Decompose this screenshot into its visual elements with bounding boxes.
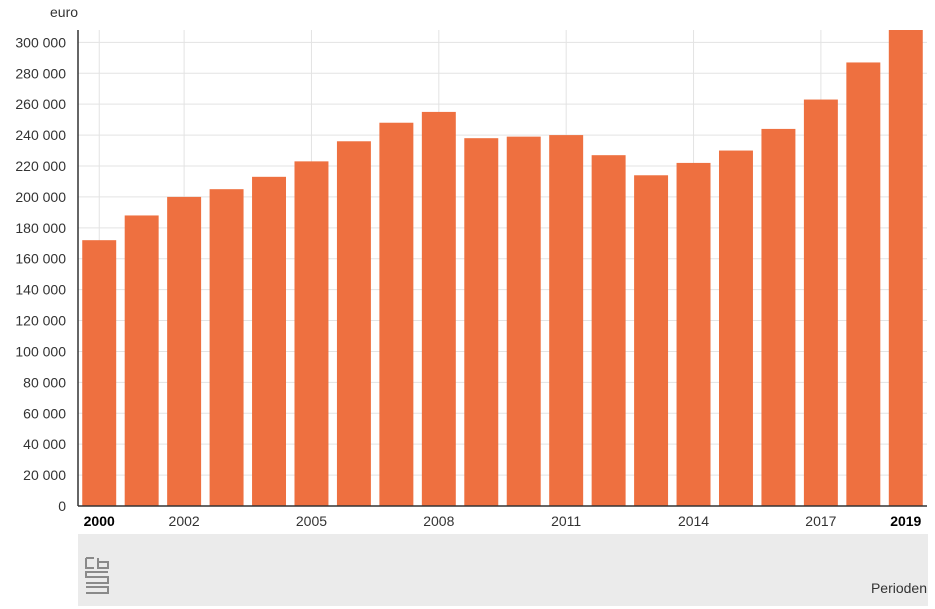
bar-2018 (846, 62, 881, 507)
y-unit-label: euro (50, 4, 78, 20)
x-tick-label-2019: 2019 (890, 513, 921, 529)
bar-2006 (336, 141, 371, 507)
bar-2011 (549, 135, 584, 506)
chart-footer-band (78, 534, 928, 606)
bars (82, 30, 923, 507)
y-tick-label: 220 000 (15, 158, 66, 174)
y-tick-label: 40 000 (23, 436, 66, 452)
y-tick-label: 140 000 (15, 282, 66, 298)
bar-2013 (634, 175, 669, 507)
y-tick-label: 80 000 (23, 374, 66, 390)
x-tick-label-2005: 2005 (296, 513, 327, 529)
y-tick-label: 100 000 (15, 343, 66, 359)
cbs-logo-icon (85, 557, 109, 594)
y-tick-label: 200 000 (15, 189, 66, 205)
bar-2005 (294, 161, 329, 506)
y-tick-label: 180 000 (15, 220, 66, 236)
y-tick-label: 160 000 (15, 251, 66, 267)
x-tick-label-2011: 2011 (551, 513, 581, 529)
y-tick-label: 20 000 (23, 467, 66, 483)
y-tick-label: 260 000 (15, 96, 66, 112)
x-tick-label-2008: 2008 (423, 513, 454, 529)
bar-2002 (167, 196, 202, 506)
x-tick-label-2000: 2000 (84, 513, 115, 529)
bar-2019 (888, 30, 923, 506)
bar-2012 (591, 155, 626, 506)
x-axis-title: Perioden (871, 580, 927, 596)
y-tick-labels: 0 20 000 40 000 60 000 80 000 100 000 120 000 1… (15, 34, 66, 514)
bar-2000 (82, 240, 117, 506)
axes (77, 30, 927, 507)
bar-2017 (803, 99, 838, 506)
x-tick-label-2014: 2014 (678, 513, 709, 529)
y-tick-label: 120 000 (15, 313, 66, 329)
x-tick-label-2002: 2002 (169, 513, 200, 529)
bar-2007 (379, 122, 414, 507)
bar-2014 (676, 162, 711, 506)
y-tick-label: 280 000 (15, 65, 66, 81)
y-tick-label: 60 000 (23, 405, 66, 421)
y-tick-label: 300 000 (15, 34, 66, 50)
bar-2015 (718, 150, 753, 506)
y-tick-label: 240 000 (15, 127, 66, 143)
x-tick-label-2017: 2017 (805, 513, 836, 529)
bar-2008 (421, 111, 456, 506)
grid-lines (78, 30, 927, 506)
bar-2010 (506, 136, 541, 507)
bar-2003 (209, 189, 244, 506)
bar-2004 (252, 176, 287, 506)
y-tick-label: 0 (58, 498, 66, 514)
bar-2016 (761, 128, 796, 506)
bar-2009 (464, 138, 499, 506)
bar-2001 (124, 215, 159, 507)
x-tick-labels: 2000 2002 2005 2008 2011 2014 2017 2019 (84, 513, 922, 529)
